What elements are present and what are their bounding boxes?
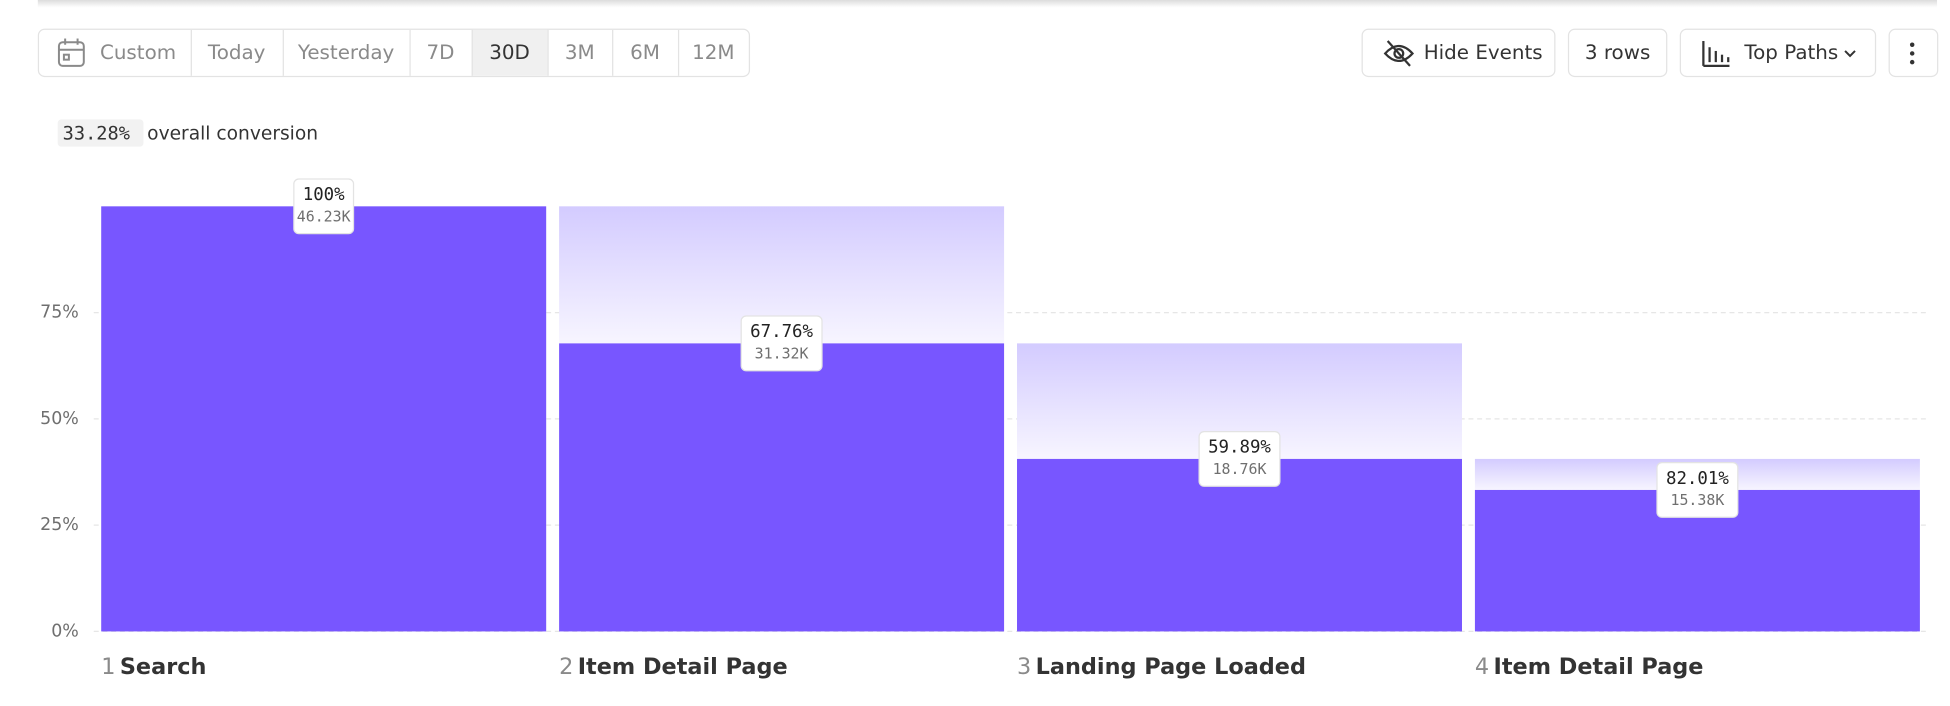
more-button[interactable] — [1888, 28, 1939, 78]
date-range-button[interactable]: Custom — [100, 41, 176, 64]
x-tick-label: Item Detail Page — [578, 654, 788, 680]
y-tick-label: 75% — [40, 303, 79, 323]
chevron-icon — [1844, 50, 1856, 58]
count-label: 46.23K — [297, 208, 351, 226]
chart-icon — [1702, 41, 1730, 67]
overall-conversion-value: 33.28% — [63, 124, 130, 145]
count-label: 31.32K — [755, 345, 809, 363]
date-range-button[interactable]: 30D — [489, 41, 530, 64]
step-number: 2 — [559, 654, 573, 680]
toolbar-button-label[interactable]: Hide Events — [1424, 41, 1543, 64]
date-range-button[interactable]: Today — [207, 41, 266, 64]
conversion-bg — [57, 119, 144, 147]
x-tick-label: Item Detail Page — [1494, 654, 1704, 680]
step-conversion-label: 67.76% — [750, 322, 813, 342]
toolbar: Custom Today Yesterday 7D 30D 3M 6M 12M Hide Eve… — [37, 28, 1939, 78]
toolbar-button[interactable] — [1567, 28, 1668, 78]
chart: 0% 25% 50% 75% 100% 46.23K 1 Search 67.76% 31.32K… — [40, 178, 1928, 680]
count-label: 18.76K — [1213, 460, 1267, 478]
label-box — [740, 315, 823, 372]
toolbar-button-label[interactable]: Top Paths — [1743, 41, 1838, 64]
step-conversion-label: 82.01% — [1666, 469, 1729, 489]
date-range-group — [37, 28, 751, 78]
y-tick-label: 0% — [51, 621, 79, 641]
count-label: 15.38K — [1670, 491, 1724, 509]
step-number: 4 — [1475, 654, 1489, 680]
date-range-button[interactable]: 12M — [692, 41, 734, 64]
step-conversion-label: 59.89% — [1208, 438, 1271, 458]
label-box — [1656, 461, 1739, 518]
y-tick-label: 25% — [40, 515, 79, 535]
date-range-selected-bg — [471, 29, 548, 76]
step-conversion-label: 100% — [303, 185, 345, 205]
y-tick-label: 50% — [40, 409, 79, 429]
step-number: 3 — [1017, 654, 1031, 680]
bar — [1017, 458, 1462, 632]
toolbar-button[interactable] — [1679, 28, 1877, 78]
top-shadow — [37, 0, 1938, 8]
bar — [101, 206, 547, 632]
toolbar-button-label[interactable]: 3 rows — [1585, 41, 1650, 64]
label-box — [293, 178, 355, 235]
date-range-button[interactable]: 7D — [427, 41, 455, 64]
date-range-button[interactable]: 6M — [630, 41, 660, 64]
step-number: 1 — [101, 654, 115, 680]
bar — [559, 343, 1005, 632]
overall-conversion-label: overall conversion — [147, 124, 318, 145]
x-tick-label: Search — [120, 654, 207, 680]
calendar-icon — [57, 38, 85, 67]
kebab-icon — [1909, 42, 1915, 65]
date-range-button[interactable]: Yesterday — [297, 41, 395, 64]
label-box — [1198, 430, 1281, 487]
date-range-button[interactable]: 3M — [565, 41, 595, 64]
eye-off-icon — [1383, 40, 1415, 67]
x-tick-label: Landing Page Loaded — [1036, 654, 1306, 680]
